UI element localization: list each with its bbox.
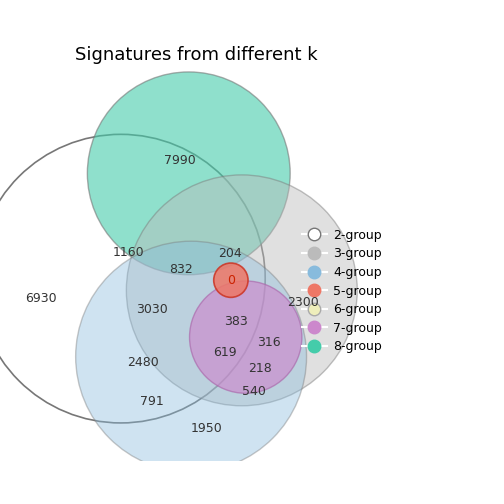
Text: 832: 832 bbox=[169, 263, 193, 276]
Circle shape bbox=[214, 263, 248, 297]
Circle shape bbox=[76, 241, 306, 472]
Text: 791: 791 bbox=[140, 395, 164, 408]
Text: 218: 218 bbox=[248, 362, 272, 375]
Circle shape bbox=[87, 72, 290, 275]
Legend: 2-group, 3-group, 4-group, 5-group, 6-group, 7-group, 8-group: 2-group, 3-group, 4-group, 5-group, 6-gr… bbox=[297, 224, 387, 358]
Text: 540: 540 bbox=[242, 385, 266, 398]
Text: 0: 0 bbox=[227, 274, 235, 287]
Text: 2480: 2480 bbox=[127, 356, 159, 369]
Circle shape bbox=[190, 281, 302, 393]
Text: 316: 316 bbox=[257, 336, 281, 349]
Text: 1950: 1950 bbox=[191, 422, 223, 435]
Text: 383: 383 bbox=[224, 315, 247, 328]
Text: 6930: 6930 bbox=[25, 292, 56, 304]
Text: 3030: 3030 bbox=[136, 303, 168, 317]
Text: 619: 619 bbox=[213, 346, 236, 359]
Circle shape bbox=[127, 175, 357, 406]
Text: 2300: 2300 bbox=[287, 295, 319, 308]
Title: Signatures from different k: Signatures from different k bbox=[75, 46, 318, 64]
Text: 7990: 7990 bbox=[163, 154, 195, 167]
Text: 1160: 1160 bbox=[113, 246, 145, 260]
Text: 204: 204 bbox=[218, 247, 242, 260]
